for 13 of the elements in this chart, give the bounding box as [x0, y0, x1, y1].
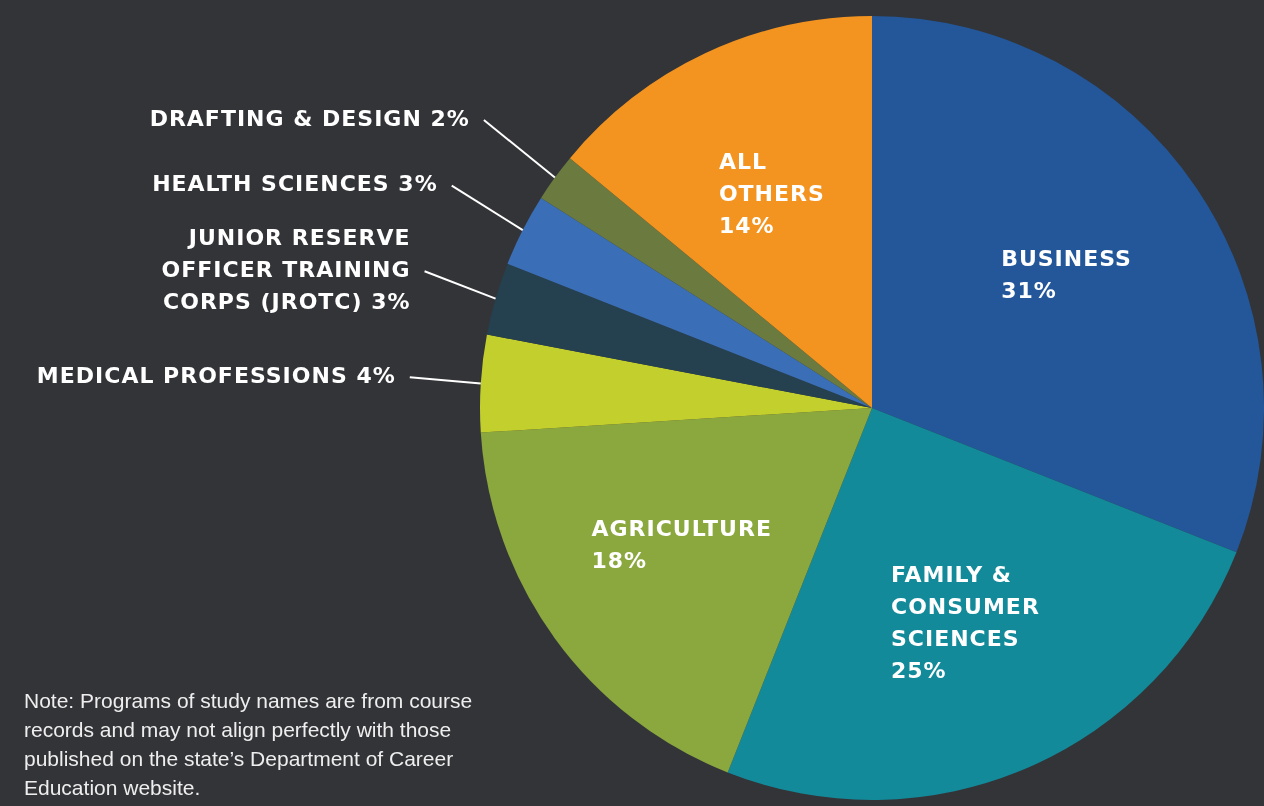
data-label: 14% — [718, 212, 775, 238]
slice-label: AGRICULTURE — [591, 515, 772, 541]
slice-label: JUNIOR RESERVE OFFICER TRAINING CORPS (JROTC) 3% — [161, 225, 411, 315]
slice-label: ALL OTHERS — [718, 148, 825, 206]
data-label: 31% — [1001, 277, 1057, 303]
slice-label: BUSINESS — [1001, 245, 1132, 271]
data-label: 18% — [591, 547, 648, 573]
data-label: 25% — [890, 657, 947, 683]
slice-label: DRAFTING & DESIGN 2% — [149, 105, 470, 131]
slice-label: MEDICAL PROFESSIONS 4% — [36, 362, 396, 388]
slice-label: FAMILY & CONSUMER SCIENCES — [890, 561, 1040, 651]
text: Note: Programs of study names are from course records and may not align perfectly with those published on the state’s Department of Career Education website. — [24, 688, 474, 801]
slice-label: HEALTH SCIENCES 3% — [152, 171, 438, 197]
